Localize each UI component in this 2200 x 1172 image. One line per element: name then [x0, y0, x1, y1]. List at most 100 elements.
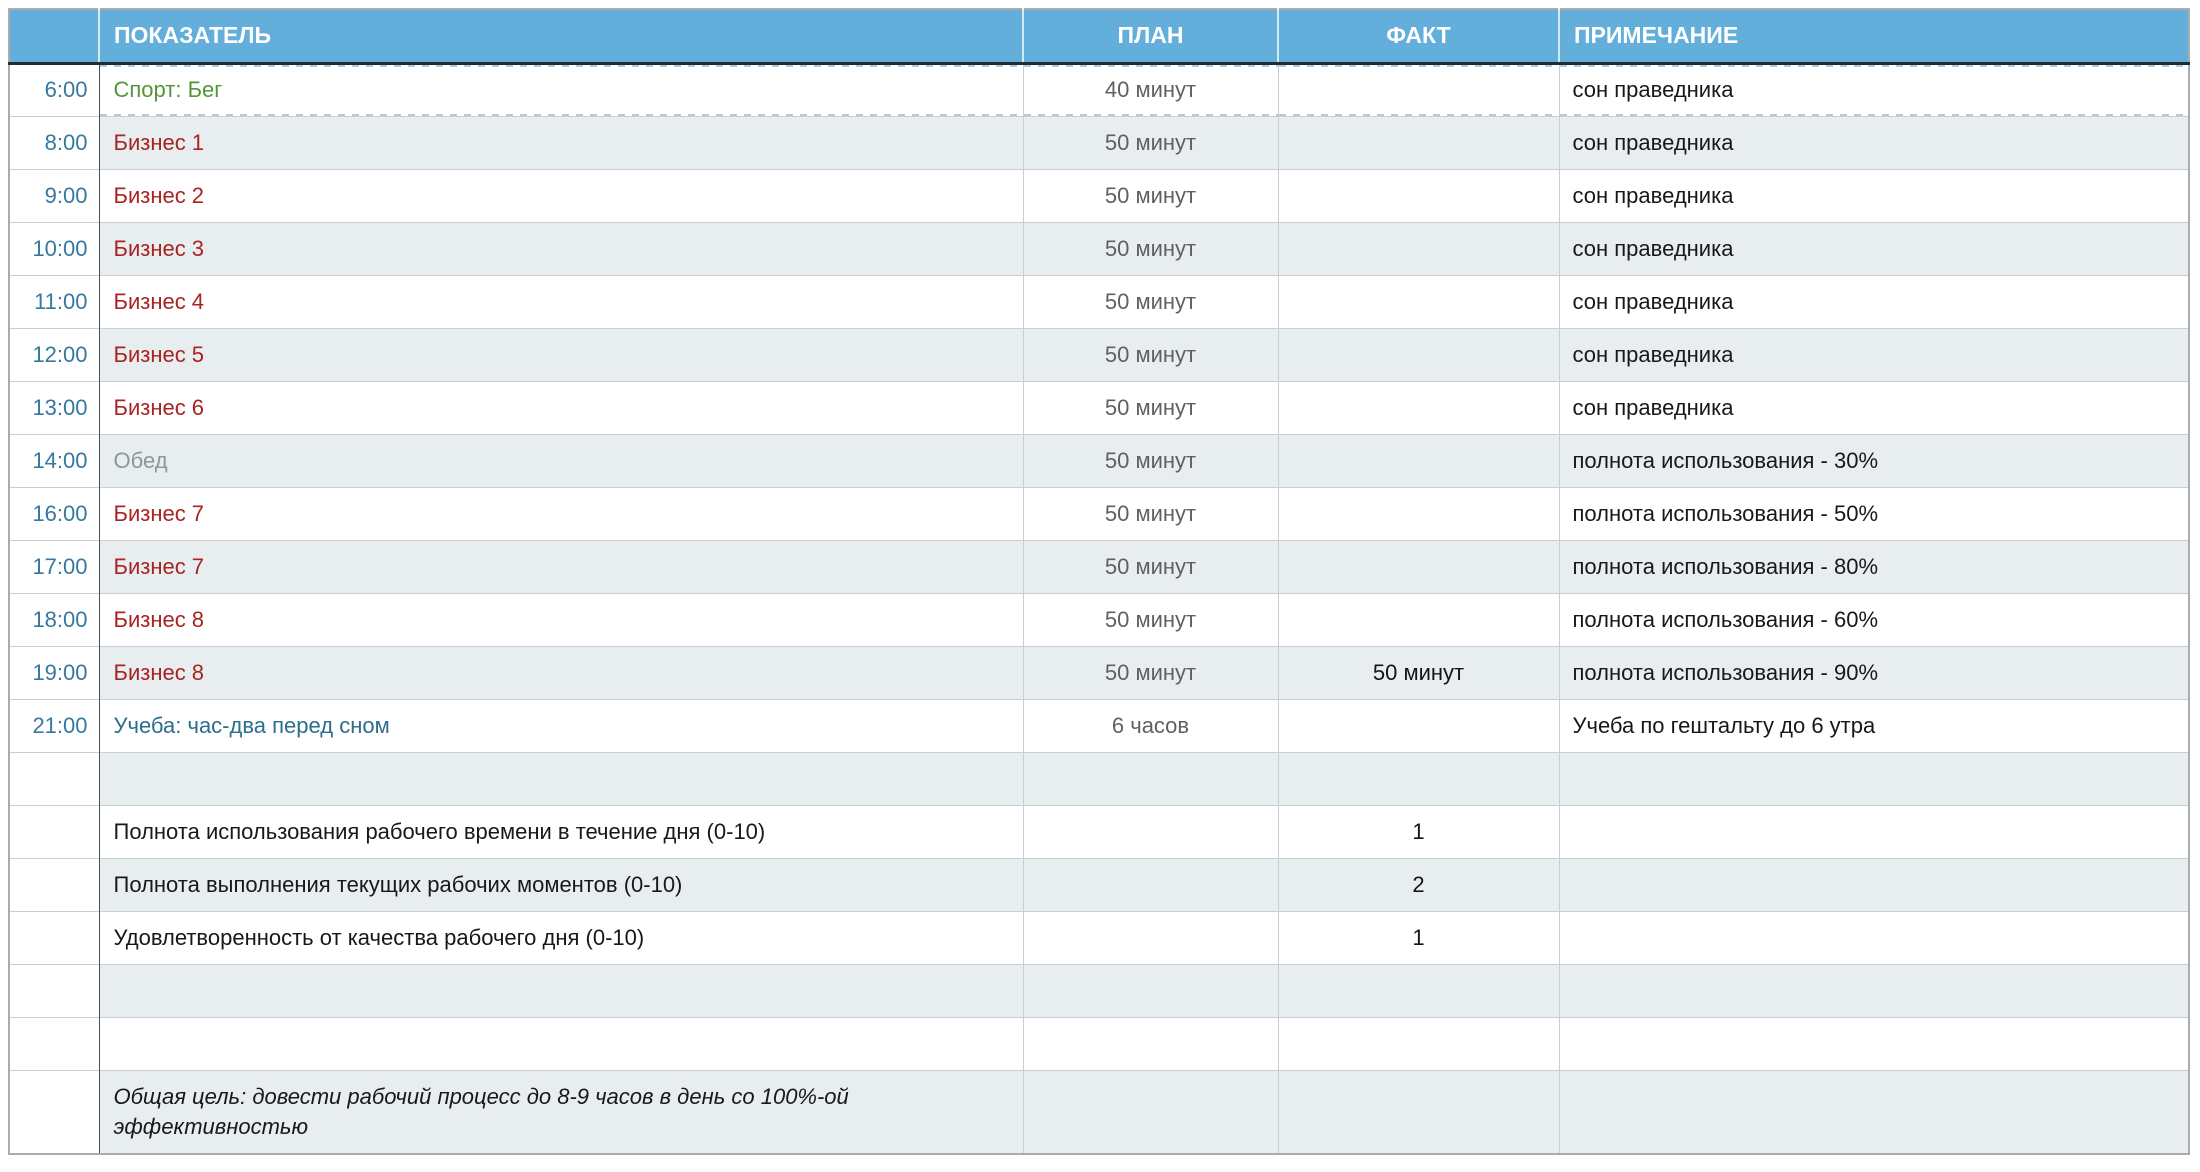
fact-cell[interactable]: [1277, 1069, 1559, 1154]
plan-cell[interactable]: 50 минут: [1022, 115, 1278, 169]
plan-cell[interactable]: 50 минут: [1022, 645, 1278, 699]
indicator-cell[interactable]: Обед: [98, 433, 1023, 487]
time-cell[interactable]: 21:00: [9, 698, 99, 752]
time-cell[interactable]: [9, 1016, 99, 1070]
indicator-cell[interactable]: Удовлетворенность от качества рабочего д…: [98, 910, 1023, 964]
note-cell[interactable]: сон праведника: [1558, 115, 2189, 169]
time-cell[interactable]: 10:00: [9, 221, 99, 275]
time-cell[interactable]: 18:00: [9, 592, 99, 646]
note-cell[interactable]: полнота использования - 50%: [1558, 486, 2189, 540]
fact-cell[interactable]: [1277, 327, 1559, 381]
plan-cell[interactable]: [1022, 963, 1278, 1017]
note-cell[interactable]: сон праведника: [1558, 168, 2189, 222]
fact-cell[interactable]: [1277, 963, 1559, 1017]
indicator-cell[interactable]: Бизнес 1: [98, 115, 1023, 169]
fact-cell[interactable]: 1: [1277, 910, 1559, 964]
indicator-cell[interactable]: Полнота использования рабочего времени в…: [98, 804, 1023, 858]
time-cell[interactable]: 13:00: [9, 380, 99, 434]
plan-cell[interactable]: [1022, 1016, 1278, 1070]
note-cell[interactable]: [1558, 857, 2189, 911]
fact-cell[interactable]: [1277, 1016, 1559, 1070]
plan-cell[interactable]: 40 минут: [1022, 62, 1278, 116]
indicator-cell[interactable]: Бизнес 5: [98, 327, 1023, 381]
indicator-cell[interactable]: [98, 1016, 1023, 1070]
plan-cell[interactable]: 50 минут: [1022, 380, 1278, 434]
fact-cell[interactable]: [1277, 168, 1559, 222]
indicator-cell[interactable]: Бизнес 8: [98, 592, 1023, 646]
fact-cell[interactable]: [1277, 592, 1559, 646]
indicator-cell[interactable]: Спорт: Бег: [98, 62, 1023, 116]
column-header-indicator[interactable]: ПОКАЗАТЕЛЬ: [98, 9, 1023, 65]
fact-cell[interactable]: [1277, 751, 1559, 805]
note-cell[interactable]: полнота использования - 80%: [1558, 539, 2189, 593]
fact-cell[interactable]: [1277, 221, 1559, 275]
indicator-cell[interactable]: Полнота выполнения текущих рабочих момен…: [98, 857, 1023, 911]
time-cell[interactable]: 17:00: [9, 539, 99, 593]
note-cell[interactable]: полнота использования - 90%: [1558, 645, 2189, 699]
note-cell[interactable]: [1558, 751, 2189, 805]
fact-cell[interactable]: 50 минут: [1277, 645, 1559, 699]
note-cell[interactable]: [1558, 1016, 2189, 1070]
note-cell[interactable]: сон праведника: [1558, 62, 2189, 116]
plan-cell[interactable]: [1022, 1069, 1278, 1154]
plan-cell[interactable]: 50 минут: [1022, 592, 1278, 646]
time-cell[interactable]: 12:00: [9, 327, 99, 381]
time-cell[interactable]: 9:00: [9, 168, 99, 222]
fact-cell[interactable]: [1277, 539, 1559, 593]
time-cell[interactable]: 19:00: [9, 645, 99, 699]
plan-cell[interactable]: 50 минут: [1022, 274, 1278, 328]
time-cell[interactable]: [9, 1069, 99, 1154]
indicator-cell[interactable]: Учеба: час-два перед сном: [98, 698, 1023, 752]
fact-cell[interactable]: 2: [1277, 857, 1559, 911]
plan-cell[interactable]: [1022, 910, 1278, 964]
note-cell[interactable]: полнота использования - 60%: [1558, 592, 2189, 646]
plan-cell[interactable]: [1022, 857, 1278, 911]
time-cell[interactable]: [9, 963, 99, 1017]
plan-cell[interactable]: 50 минут: [1022, 221, 1278, 275]
note-cell[interactable]: [1558, 1069, 2189, 1154]
note-cell[interactable]: полнота использования - 30%: [1558, 433, 2189, 487]
plan-cell[interactable]: [1022, 804, 1278, 858]
time-cell[interactable]: [9, 910, 99, 964]
note-cell[interactable]: сон праведника: [1558, 380, 2189, 434]
fact-cell[interactable]: [1277, 433, 1559, 487]
column-header-time[interactable]: [9, 9, 99, 65]
time-cell[interactable]: [9, 751, 99, 805]
note-cell[interactable]: Учеба по гештальту до 6 утра: [1558, 698, 2189, 752]
plan-cell[interactable]: [1022, 751, 1278, 805]
column-header-note[interactable]: ПРИМЕЧАНИЕ: [1558, 9, 2189, 65]
fact-cell[interactable]: 1: [1277, 804, 1559, 858]
time-cell[interactable]: [9, 857, 99, 911]
note-cell[interactable]: сон праведника: [1558, 274, 2189, 328]
indicator-cell[interactable]: Бизнес 8: [98, 645, 1023, 699]
time-cell[interactable]: 8:00: [9, 115, 99, 169]
indicator-cell[interactable]: Бизнес 7: [98, 539, 1023, 593]
time-cell[interactable]: 14:00: [9, 433, 99, 487]
plan-cell[interactable]: 50 минут: [1022, 327, 1278, 381]
column-header-plan[interactable]: ПЛАН: [1022, 9, 1278, 65]
note-cell[interactable]: сон праведника: [1558, 221, 2189, 275]
indicator-cell[interactable]: [98, 751, 1023, 805]
fact-cell[interactable]: [1277, 486, 1559, 540]
indicator-cell[interactable]: Бизнес 6: [98, 380, 1023, 434]
indicator-cell[interactable]: Бизнес 2: [98, 168, 1023, 222]
fact-cell[interactable]: [1277, 115, 1559, 169]
note-cell[interactable]: [1558, 804, 2189, 858]
note-cell[interactable]: сон праведника: [1558, 327, 2189, 381]
indicator-cell[interactable]: Бизнес 7: [98, 486, 1023, 540]
time-cell[interactable]: 6:00: [9, 62, 99, 116]
note-cell[interactable]: [1558, 963, 2189, 1017]
plan-cell[interactable]: 50 минут: [1022, 433, 1278, 487]
time-cell[interactable]: 16:00: [9, 486, 99, 540]
indicator-cell[interactable]: [98, 963, 1023, 1017]
time-cell[interactable]: 11:00: [9, 274, 99, 328]
plan-cell[interactable]: 50 минут: [1022, 168, 1278, 222]
fact-cell[interactable]: [1277, 62, 1559, 116]
plan-cell[interactable]: 50 минут: [1022, 539, 1278, 593]
note-cell[interactable]: [1558, 910, 2189, 964]
fact-cell[interactable]: [1277, 274, 1559, 328]
indicator-cell[interactable]: Бизнес 3: [98, 221, 1023, 275]
fact-cell[interactable]: [1277, 380, 1559, 434]
column-header-fact[interactable]: ФАКТ: [1277, 9, 1559, 65]
time-cell[interactable]: [9, 804, 99, 858]
